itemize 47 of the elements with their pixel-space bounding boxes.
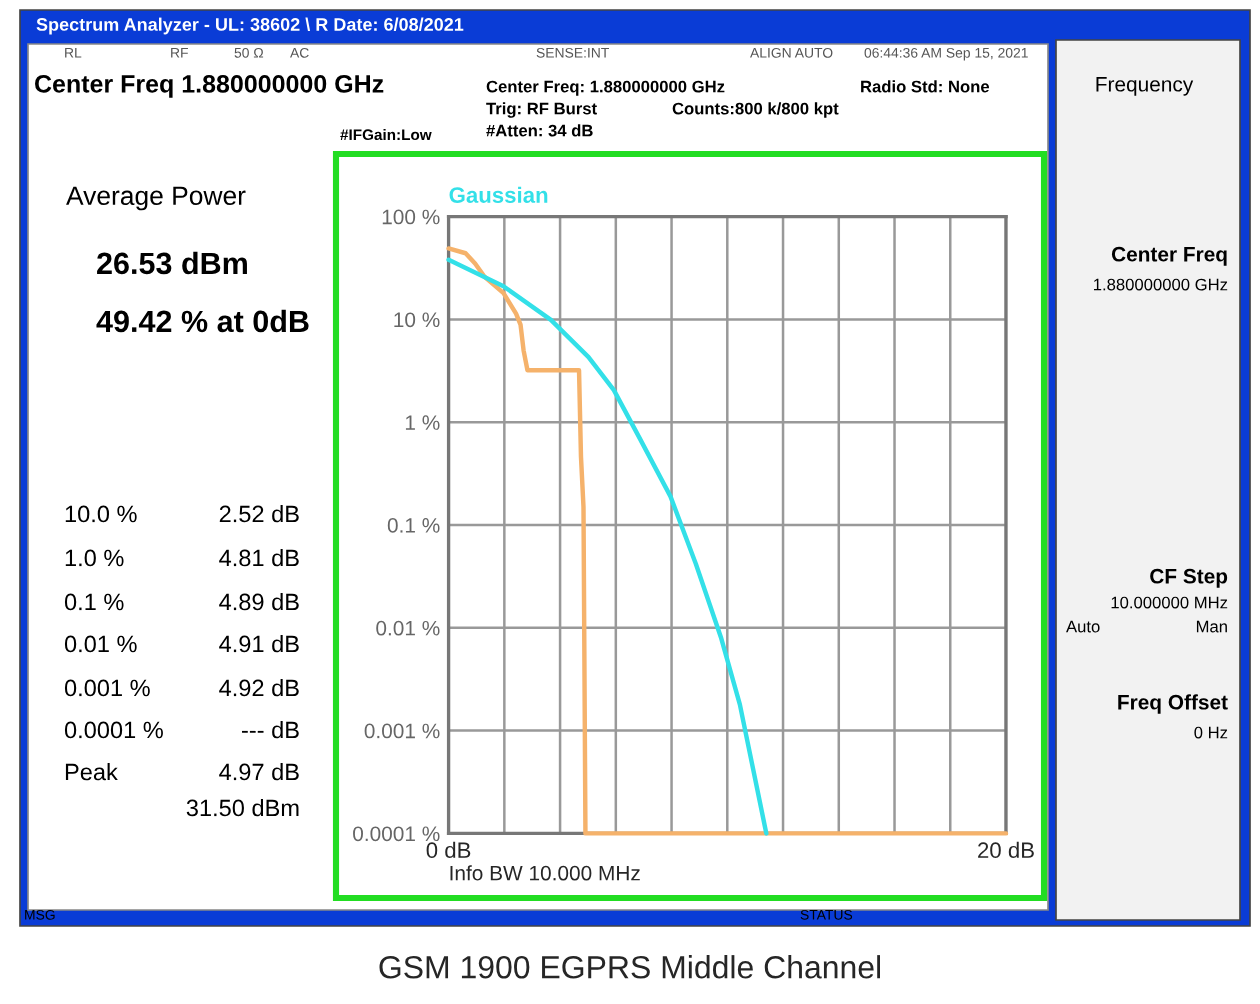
text: 0.1 % bbox=[64, 593, 124, 611]
text: 0.001 % bbox=[64, 679, 150, 697]
text: Peak bbox=[65, 762, 118, 781]
text: 1.880000000 GHz bbox=[1093, 278, 1228, 291]
text: Trig: RF Burst bbox=[486, 102, 597, 118]
text: Center Freq bbox=[1111, 246, 1227, 266]
text: --- dB bbox=[242, 720, 299, 739]
y-tick-label: 10 % bbox=[394, 312, 440, 328]
y-tick-label: 100 % bbox=[382, 209, 440, 225]
text: Gaussian bbox=[449, 186, 548, 203]
text: 4.92 dB bbox=[219, 678, 299, 697]
line-series bbox=[446, 257, 769, 836]
text: 1.0 % bbox=[65, 549, 124, 567]
y-tick-label: 0.0001 % bbox=[353, 826, 440, 842]
text: 49.42 % at 0dB bbox=[96, 309, 309, 333]
text: Man bbox=[1196, 620, 1227, 633]
text: 0.0001 % bbox=[64, 721, 163, 739]
text: Frequency bbox=[1096, 77, 1194, 96]
text: 4.91 dB bbox=[219, 634, 299, 653]
text: Center Freq 1.880000000 GHz bbox=[35, 75, 384, 98]
text: 10.0 % bbox=[65, 505, 137, 523]
text: 10.000000 MHz bbox=[1111, 596, 1228, 609]
text: 2.52 dB bbox=[219, 504, 299, 523]
y-tick-label: 0.1 % bbox=[387, 518, 440, 533]
text: Average Power bbox=[66, 186, 246, 211]
text: Center Freq: 1.880000000 GHz bbox=[486, 80, 725, 96]
x-tick-label: 0 dB bbox=[426, 841, 471, 859]
text: GSM 1900 EGPRS Middle Channel bbox=[379, 955, 881, 979]
text: 4.89 dB bbox=[219, 592, 299, 611]
text: CF Step bbox=[1150, 568, 1228, 588]
text: 4.81 dB bbox=[219, 548, 299, 567]
text: Radio Std: None bbox=[861, 80, 990, 93]
x-tick-label: 20 dB bbox=[978, 841, 1034, 859]
y-tick-label: 0.01 % bbox=[376, 620, 440, 636]
y-tick-label: 0.001 % bbox=[364, 723, 440, 739]
text: 31.50 dBm bbox=[186, 798, 299, 817]
text: 0 Hz bbox=[1194, 726, 1228, 739]
text: 4.97 dB bbox=[219, 762, 299, 781]
text: 26.53 dBm bbox=[97, 251, 247, 275]
text: 0.01 % bbox=[64, 635, 137, 653]
text: Spectrum Analyzer - UL: 38602 \ R Date: 6/08/2021 bbox=[36, 17, 464, 35]
text: #Atten: 34 dB bbox=[486, 124, 593, 137]
text: Freq Offset bbox=[1118, 694, 1228, 714]
text: Counts:800 k/800 kpt bbox=[672, 102, 839, 118]
x-axis-title: Info BW 10.000 MHz bbox=[450, 865, 640, 881]
y-tick-label: 1 % bbox=[405, 415, 440, 430]
text: Auto bbox=[1066, 620, 1100, 633]
